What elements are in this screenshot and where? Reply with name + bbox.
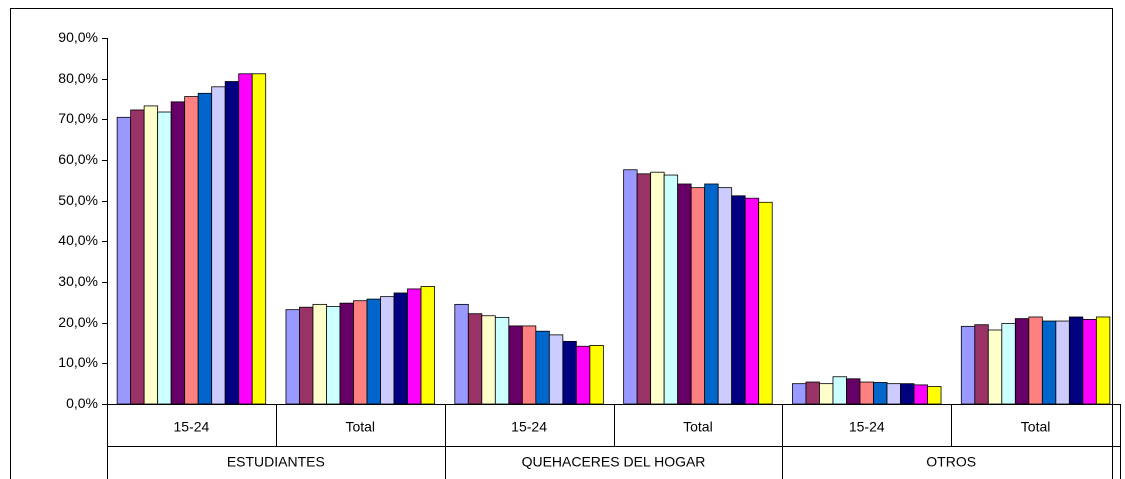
bar [886, 383, 901, 405]
bar [873, 382, 888, 405]
y-tick-label: 10,0% [58, 354, 98, 370]
bar [157, 111, 172, 405]
bar [846, 378, 861, 405]
x-tick-label: 15-24 [174, 419, 210, 435]
y-tick-label: 40,0% [58, 232, 98, 248]
group-label: OTROS [926, 454, 976, 470]
bar [326, 305, 341, 405]
bar [494, 316, 510, 405]
y-tick-label: 80,0% [58, 70, 98, 86]
bar [758, 201, 773, 405]
bar [792, 383, 807, 405]
bar [805, 381, 820, 405]
bar [454, 303, 469, 405]
bar [731, 195, 746, 405]
bar [211, 86, 226, 405]
bar [1068, 316, 1084, 405]
x-tick-label: Total [1021, 419, 1051, 435]
bar [562, 340, 577, 405]
bar [1001, 323, 1016, 405]
bar [717, 187, 733, 405]
bar [1055, 320, 1070, 405]
bar [859, 381, 874, 405]
bar [285, 309, 300, 405]
bar [170, 101, 186, 405]
y-tick-label: 0,0% [66, 395, 98, 411]
bar [589, 345, 604, 405]
x-tick-label: Total [345, 419, 375, 435]
bar [575, 345, 591, 405]
bar [1028, 316, 1043, 405]
bar [393, 292, 408, 405]
bar [251, 73, 267, 405]
group-label: QUEHACERES DEL HOGAR [522, 454, 706, 470]
bar [238, 73, 253, 405]
bar [353, 300, 368, 405]
bar [987, 329, 1003, 405]
bar [1095, 316, 1111, 405]
y-tick-label: 20,0% [58, 314, 98, 330]
bar [366, 298, 381, 405]
bar [312, 303, 327, 405]
bar [339, 302, 354, 405]
bar [420, 286, 435, 405]
group-label: ESTUDIANTES [227, 454, 325, 470]
bar [508, 325, 523, 405]
y-tick-label: 90,0% [58, 29, 98, 45]
bar [900, 383, 915, 405]
bar [380, 296, 395, 405]
bar [184, 96, 199, 405]
bar [636, 173, 652, 405]
bar [677, 183, 692, 405]
bar [744, 197, 760, 405]
bar [521, 325, 537, 405]
bar [663, 174, 679, 405]
bar [704, 183, 719, 405]
bar [832, 376, 847, 405]
bar [623, 169, 638, 405]
y-tick-label: 70,0% [58, 110, 98, 126]
bar [1041, 320, 1057, 405]
bar [116, 116, 132, 405]
y-tick-label: 60,0% [58, 151, 98, 167]
bar [143, 105, 159, 405]
bar [130, 109, 145, 405]
bar [548, 334, 564, 405]
bar [224, 81, 240, 405]
bar [535, 330, 550, 405]
bar [299, 306, 314, 405]
bar [1082, 319, 1097, 405]
bar [913, 384, 928, 405]
bar [927, 386, 942, 405]
bar [960, 325, 976, 405]
bar [467, 313, 483, 405]
bar [974, 324, 989, 405]
bar [819, 383, 834, 405]
x-tick-label: Total [683, 419, 713, 435]
bar [197, 92, 213, 405]
y-tick-label: 30,0% [58, 273, 98, 289]
y-tick-label: 50,0% [58, 192, 98, 208]
bar [407, 288, 422, 405]
bar [650, 171, 665, 405]
bar [690, 187, 706, 405]
x-tick-label: 15-24 [849, 419, 885, 435]
x-tick-label: 15-24 [511, 419, 547, 435]
bar [1014, 318, 1030, 405]
bar [481, 315, 496, 405]
